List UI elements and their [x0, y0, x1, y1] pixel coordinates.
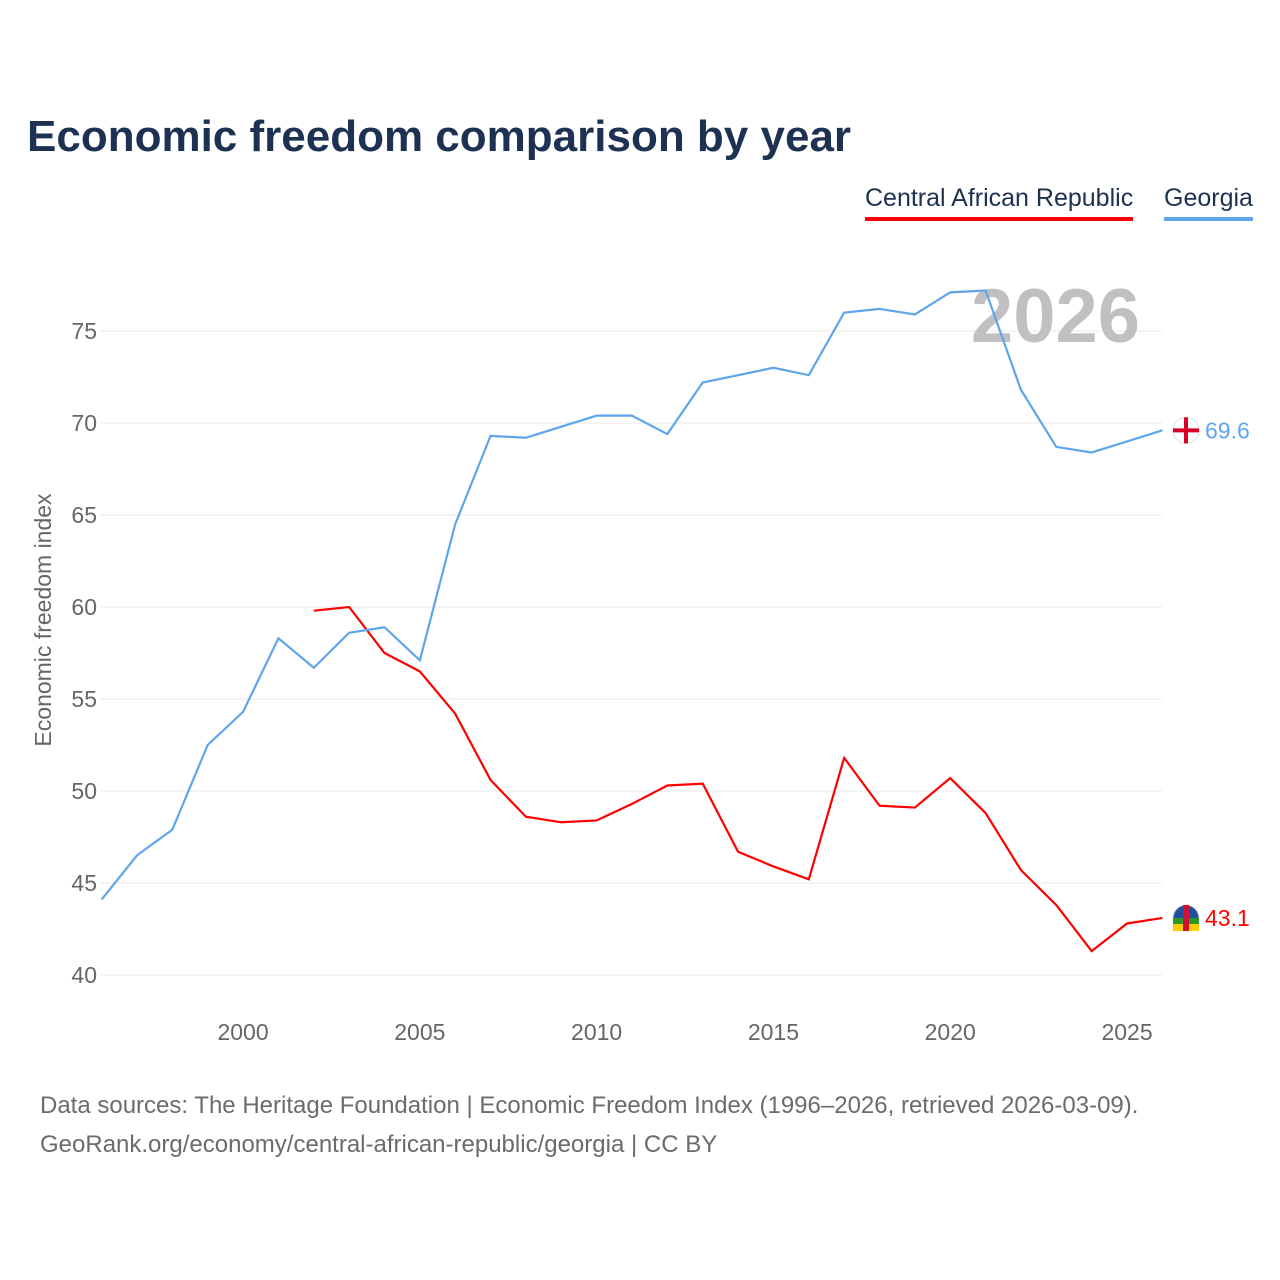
- y-axis-label: Economic freedom index: [30, 493, 56, 747]
- y-tick-label: 40: [71, 962, 97, 988]
- x-tick-label: 2010: [571, 1019, 622, 1045]
- data-source: Data sources: The Heritage Foundation | …: [40, 1086, 1138, 1164]
- legend-georgia[interactable]: Georgia: [1164, 184, 1253, 221]
- year-watermark: 2026: [971, 274, 1140, 359]
- x-tick-label: 2005: [394, 1019, 445, 1045]
- flag-cross: [1184, 417, 1188, 444]
- y-tick-label: 55: [71, 686, 97, 712]
- series-line-car: [313, 605, 1163, 953]
- y-tick-label: 65: [71, 502, 97, 528]
- y-tick-label: 45: [71, 870, 97, 896]
- x-tick-label: 2000: [217, 1019, 268, 1045]
- flag-stripe: [1183, 904, 1189, 931]
- x-tick-label: 2025: [1101, 1019, 1152, 1045]
- y-tick-label: 50: [71, 778, 97, 804]
- legend-central-african-republic[interactable]: Central African Republic: [865, 184, 1134, 221]
- series-line-georgia: [100, 289, 1163, 901]
- source-url[interactable]: GeoRank.org/economy/central-african-repu…: [40, 1131, 718, 1158]
- end-value-label: 43.1: [1205, 905, 1250, 931]
- x-tick-label: 2020: [925, 1019, 976, 1045]
- y-tick-label: 70: [71, 410, 97, 436]
- chart-title: Economic freedom comparison by year: [27, 112, 852, 161]
- y-tick-label: 60: [71, 594, 97, 620]
- y-tick-label: 75: [71, 318, 97, 344]
- x-tick-label: 2015: [748, 1019, 799, 1045]
- end-value-label: 69.6: [1205, 417, 1250, 443]
- source-line: Data sources: The Heritage Foundation | …: [40, 1092, 1139, 1119]
